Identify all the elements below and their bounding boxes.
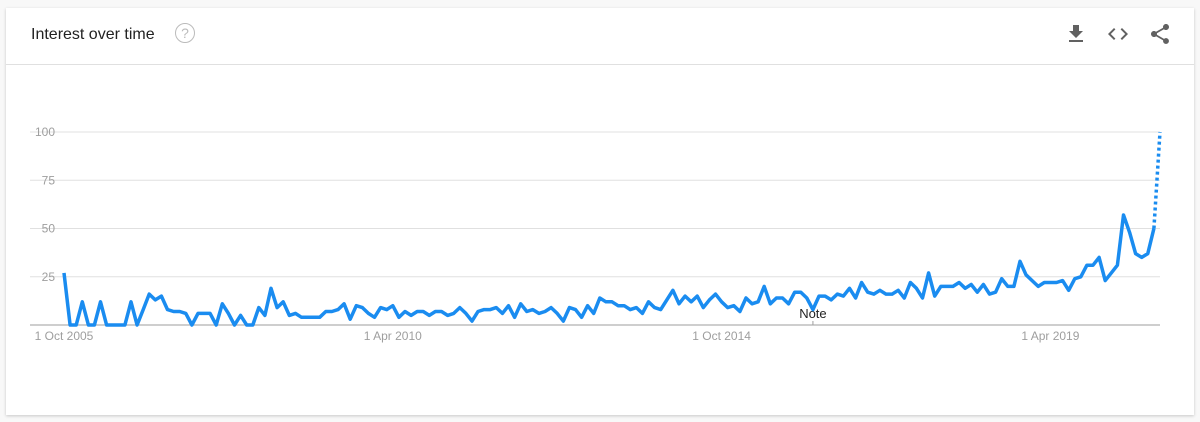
card-title: Interest over time: [31, 26, 155, 43]
help-circle-icon[interactable]: ?: [175, 23, 195, 43]
card-header: Interest over time ?: [6, 8, 1194, 65]
x-tick-label: 1 Oct 2005: [35, 329, 94, 343]
share-icon[interactable]: [1148, 22, 1172, 46]
x-tick-label: 1 Apr 2010: [364, 329, 422, 343]
y-tick-label: 100: [35, 125, 55, 139]
y-tick-label: 75: [42, 173, 56, 187]
series-line: [62, 213, 1156, 327]
x-tick-label: 1 Oct 2014: [692, 329, 751, 343]
download-icon[interactable]: [1064, 22, 1088, 46]
embed-code-icon[interactable]: [1106, 22, 1130, 46]
y-tick-label: 25: [42, 270, 56, 284]
x-tick-label: 1 Apr 2019: [1021, 329, 1079, 343]
y-tick-label: 50: [42, 222, 56, 236]
interest-over-time-card: Interest over time ?: [6, 8, 1194, 415]
partial-data-line: [1152, 131, 1162, 229]
note-annotation: Note: [799, 306, 826, 321]
